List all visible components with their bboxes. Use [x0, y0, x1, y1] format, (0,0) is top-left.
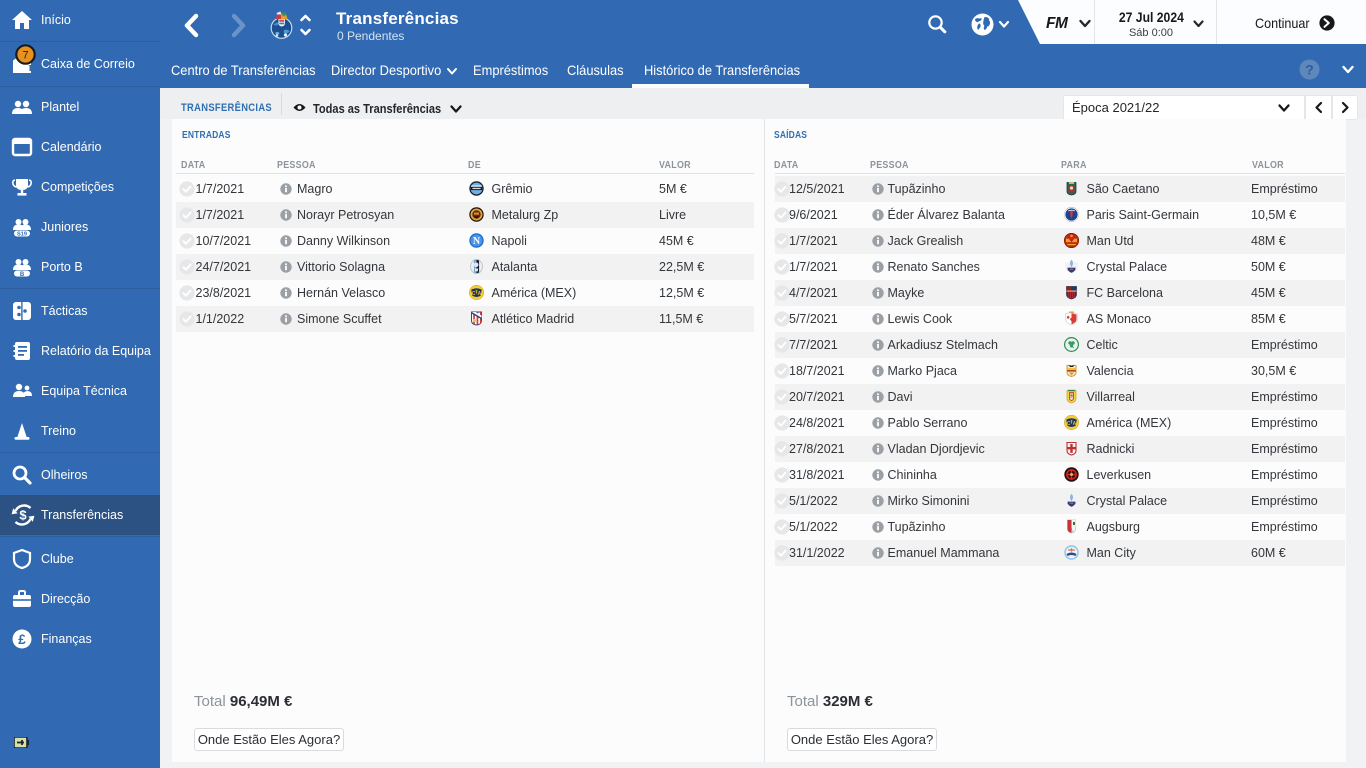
svg-text:S19: S19	[17, 232, 27, 238]
svg-text:7: 7	[22, 50, 28, 62]
svg-text:C: C	[471, 291, 475, 297]
svg-text:£: £	[18, 632, 26, 647]
svg-text:$: $	[19, 508, 27, 523]
svg-text:A: A	[477, 291, 481, 297]
svg-text:A: A	[1072, 421, 1076, 427]
svg-text:N: N	[472, 236, 480, 247]
svg-text:C: C	[1066, 421, 1070, 427]
svg-text:B: B	[20, 272, 25, 278]
svg-text:?: ?	[1305, 62, 1314, 78]
